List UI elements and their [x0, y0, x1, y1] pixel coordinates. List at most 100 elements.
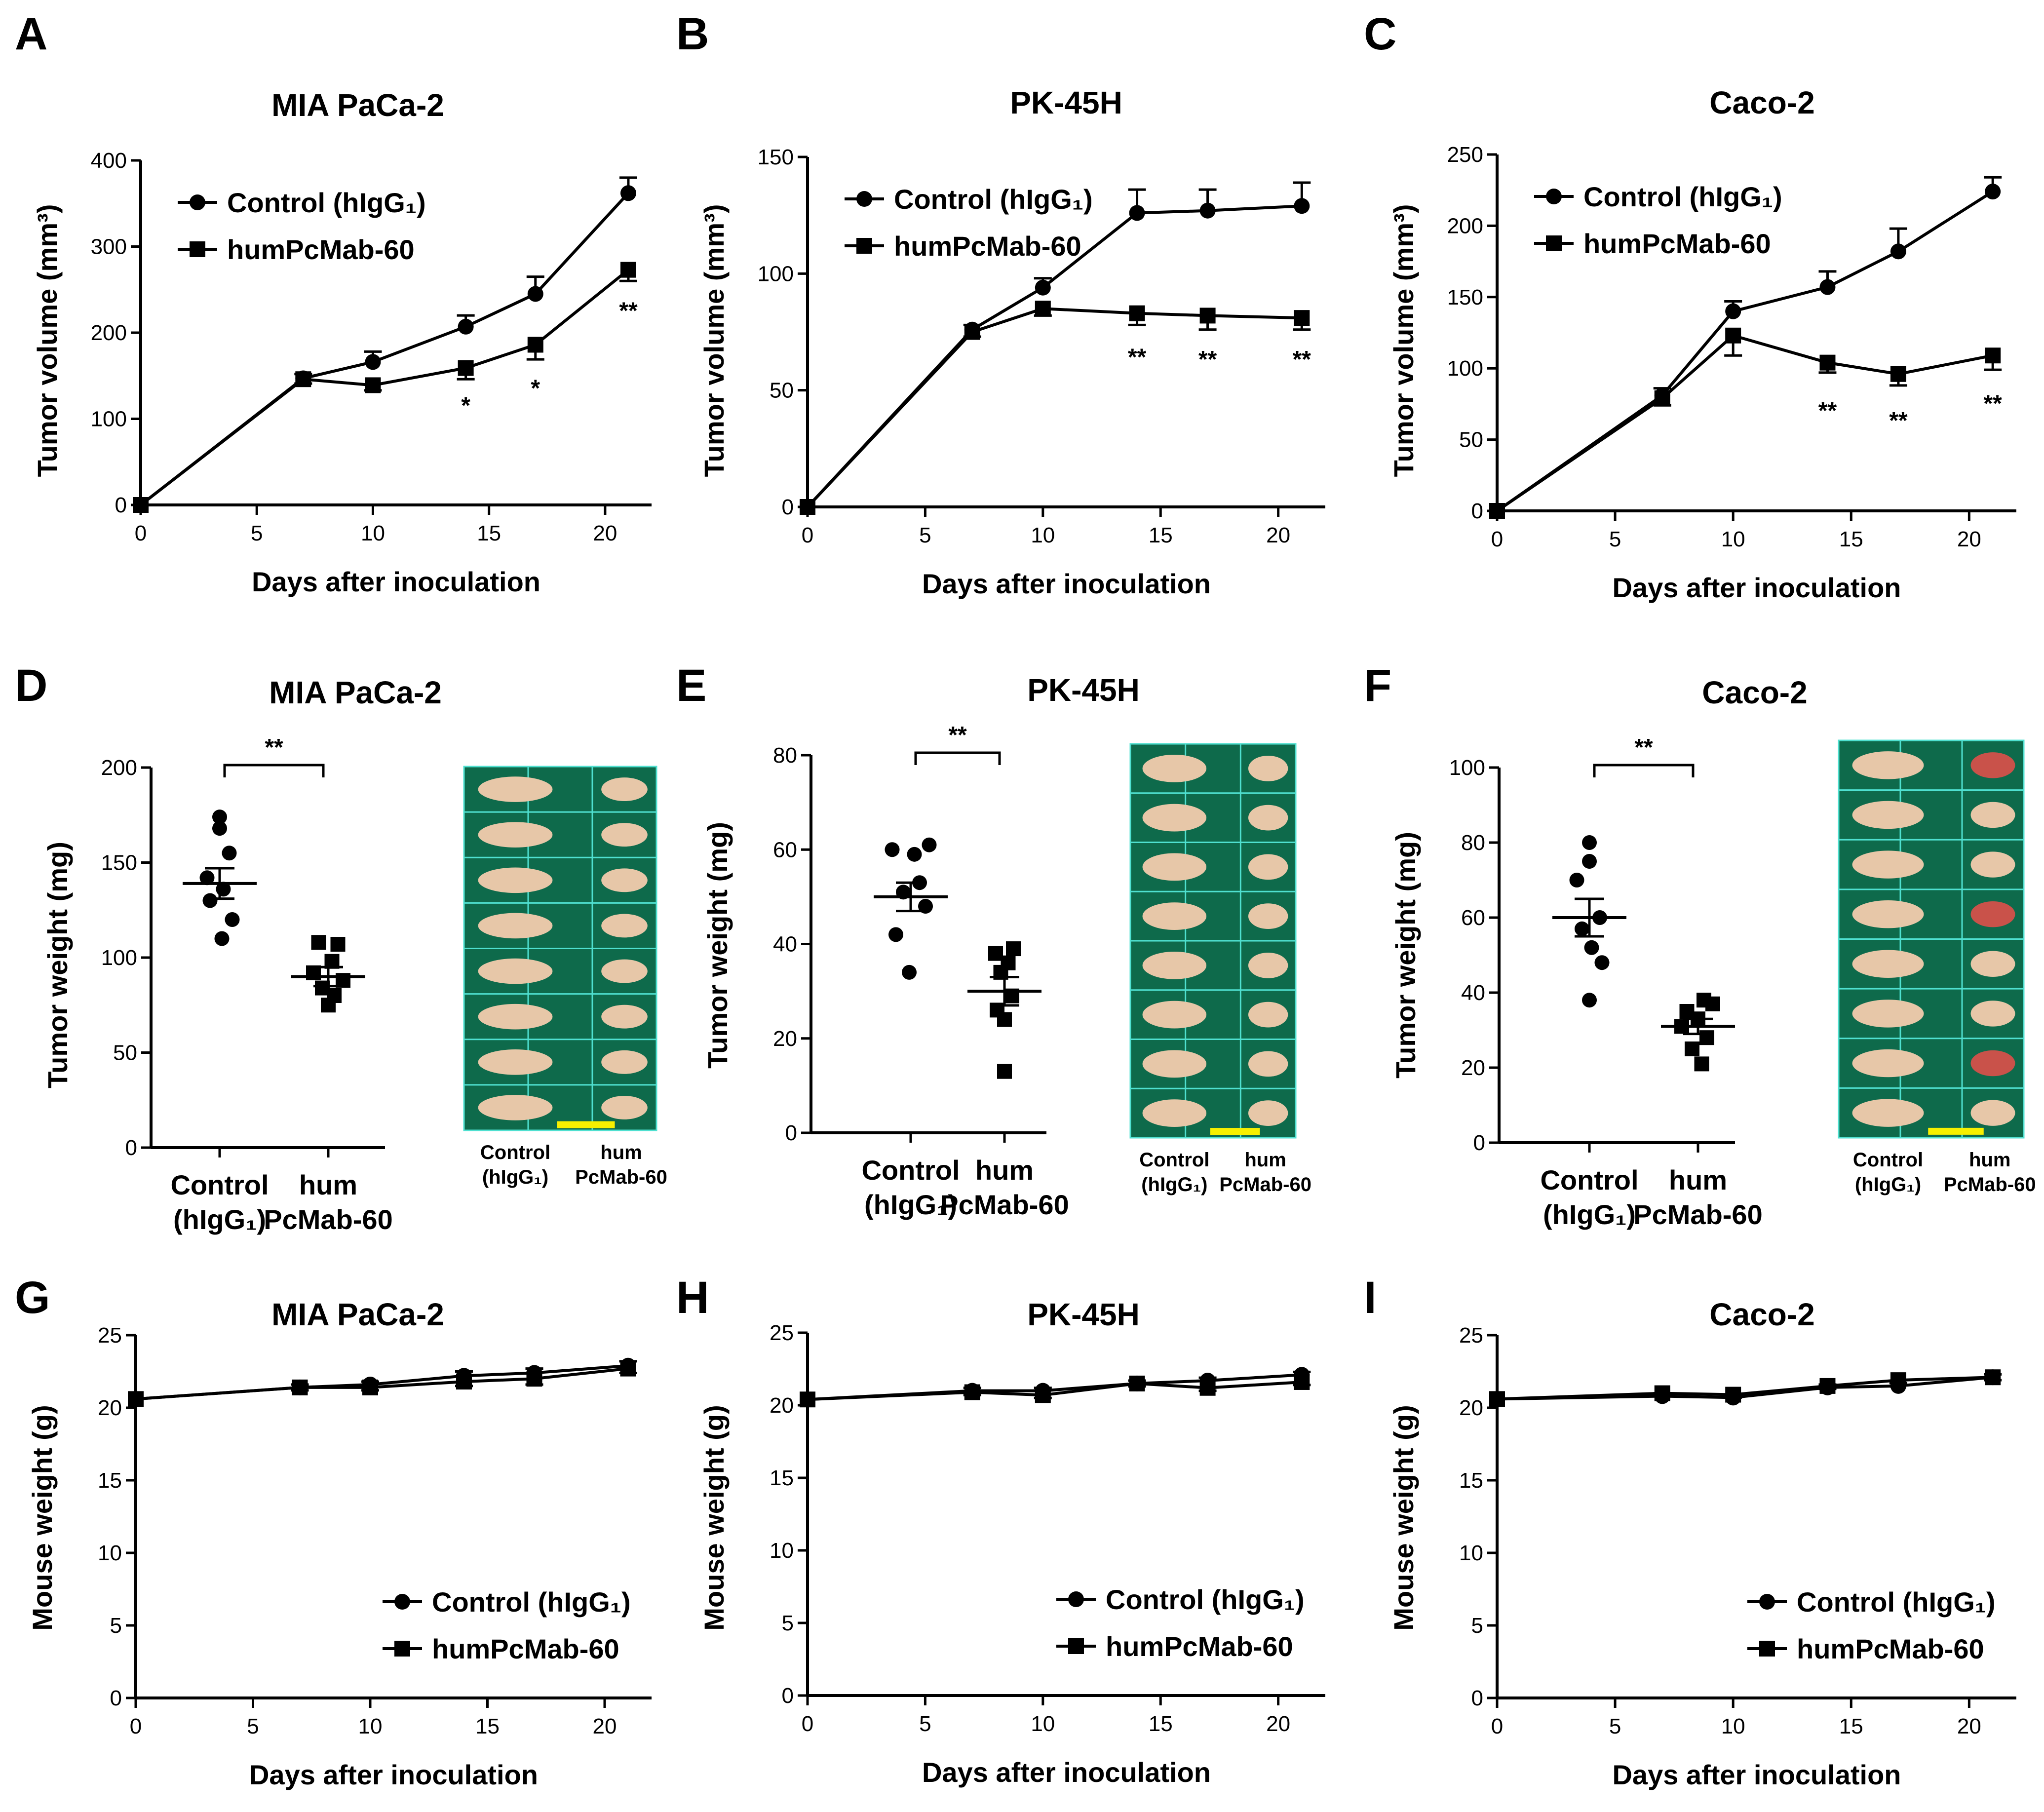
x-tick-label: 10	[361, 521, 385, 545]
tumor-control	[1142, 1001, 1207, 1029]
x-tick-label: 0	[802, 1712, 813, 1736]
series-line	[1497, 1376, 1993, 1401]
x-tick-label: 5	[1609, 1714, 1621, 1738]
legend-marker	[1759, 1641, 1775, 1657]
data-point	[212, 810, 227, 825]
panel-letter: A	[15, 9, 47, 59]
data-point	[1890, 1372, 1906, 1388]
tumor-treated	[1248, 1002, 1288, 1028]
scale-bar	[557, 1121, 615, 1128]
tumor-photo: Control (hIgG₁) hum PcMab-60	[1129, 743, 1311, 1195]
data-point	[1725, 1387, 1741, 1403]
significance-mark: **	[265, 734, 283, 761]
data-point	[1582, 993, 1597, 1008]
data-point	[1489, 503, 1505, 519]
data-point	[362, 1379, 378, 1395]
x-tick-label: 20	[1266, 1712, 1290, 1736]
data-point	[1725, 327, 1741, 344]
photo-caption: (hIgG₁)	[1855, 1174, 1921, 1195]
data-point	[1294, 198, 1310, 214]
significance-mark: **	[948, 722, 967, 748]
data-point	[988, 946, 1003, 961]
data-point	[1035, 1387, 1051, 1403]
tumor-control	[478, 1003, 553, 1030]
legend: Control (hIgG₁) humPcMab-60	[383, 1586, 631, 1664]
tumor-control	[478, 958, 553, 984]
data-point	[997, 1012, 1012, 1027]
data-point	[885, 842, 900, 857]
data-point	[458, 318, 474, 335]
chart-title: Caco-2	[1709, 85, 1814, 120]
data-point	[922, 837, 937, 852]
x-tick-label: 5	[247, 1714, 259, 1738]
x-tick-label: 15	[475, 1714, 500, 1738]
panel-C: C Caco-2 0 50 100 150 200 250 0 5 10 15 20 Days after…	[1364, 9, 2016, 603]
y-tick-label: 15	[98, 1468, 122, 1493]
y-tick-label: 250	[1447, 143, 1483, 167]
legend: Control (hIgG₁) humPcMab-60	[1534, 181, 1782, 259]
data-point	[1654, 1385, 1670, 1401]
photo-border	[1129, 743, 1297, 1139]
chart-title: Caco-2	[1702, 675, 1807, 710]
panel-B: B PK-45H 0 50 100 150 0 5 10 15 20 Days after inocu…	[676, 9, 1325, 599]
tumor-treated	[1248, 1100, 1288, 1126]
y-tick-label: 20	[773, 1027, 797, 1051]
tumor-control	[1852, 751, 1924, 779]
significance-mark: *	[531, 375, 540, 401]
y-tick-label: 20	[1461, 1056, 1485, 1080]
legend-label: humPcMab-60	[1797, 1633, 1984, 1664]
data-point	[133, 497, 149, 513]
y-tick-label: 40	[773, 932, 797, 957]
tumor-control	[1852, 850, 1924, 879]
y-axis-label: Tumor volume (mm³)	[1388, 204, 1419, 477]
legend: Control (hIgG₁) humPcMab-60	[1747, 1586, 1996, 1664]
significance-mark: **	[1889, 408, 1908, 434]
tumor-control	[478, 913, 553, 939]
tumor-photo: Control (hIgG₁) hum PcMab-60	[1838, 739, 2036, 1195]
data-point	[1819, 279, 1836, 295]
legend-label: humPcMab-60	[227, 234, 415, 265]
tumor-treated	[1970, 851, 2015, 878]
y-tick-label: 10	[98, 1541, 122, 1565]
photo-caption: hum	[1969, 1149, 2010, 1171]
data-point	[964, 324, 980, 340]
data-point	[526, 1371, 542, 1387]
panel-letter: G	[15, 1272, 50, 1323]
tumor-control	[1142, 902, 1207, 930]
tumor-treated	[1970, 901, 2015, 927]
legend-label: humPcMab-60	[894, 231, 1081, 262]
x-tick-label: 0	[1491, 527, 1503, 551]
data-point	[1654, 390, 1670, 406]
data-point	[1725, 303, 1741, 319]
data-point	[199, 870, 215, 886]
y-tick-label: 0	[1471, 499, 1483, 523]
x-tick-label: 20	[593, 1714, 617, 1738]
tumor-control	[1142, 754, 1207, 782]
y-tick-label: 60	[1461, 906, 1485, 930]
panel-letter: C	[1364, 9, 1396, 59]
panel-A: A MIA PaCa-2 0 100 200 300 400 0 5 10 15 20 Days aft…	[15, 9, 652, 597]
panel-letter: D	[15, 660, 47, 711]
y-tick-label: 80	[1461, 831, 1485, 855]
y-tick-label: 150	[1447, 285, 1483, 309]
photo-caption: (hIgG₁)	[482, 1166, 548, 1188]
y-tick-label: 0	[115, 493, 127, 517]
data-point	[1890, 243, 1906, 260]
legend-marker	[856, 191, 872, 207]
panel-G: G MIA PaCa-2 0 5 10 15 20 25 0 5 10 15 20 Days after …	[15, 1272, 652, 1790]
significance-mark: **	[1634, 734, 1653, 761]
data-point	[1129, 305, 1145, 321]
series-line	[135, 1367, 628, 1401]
photo-border	[1838, 739, 2025, 1139]
y-tick-label: 100	[1449, 756, 1485, 780]
data-point	[1819, 1378, 1836, 1394]
y-tick-label: 10	[1459, 1541, 1483, 1565]
data-point	[1294, 1374, 1310, 1390]
legend-marker	[856, 238, 872, 254]
data-point	[1985, 184, 2001, 200]
data-point	[1569, 873, 1584, 887]
photo-caption: PcMab-60	[1944, 1174, 2036, 1195]
data-point	[456, 1374, 472, 1390]
data-point	[527, 286, 543, 302]
tumor-treated	[1248, 854, 1288, 880]
